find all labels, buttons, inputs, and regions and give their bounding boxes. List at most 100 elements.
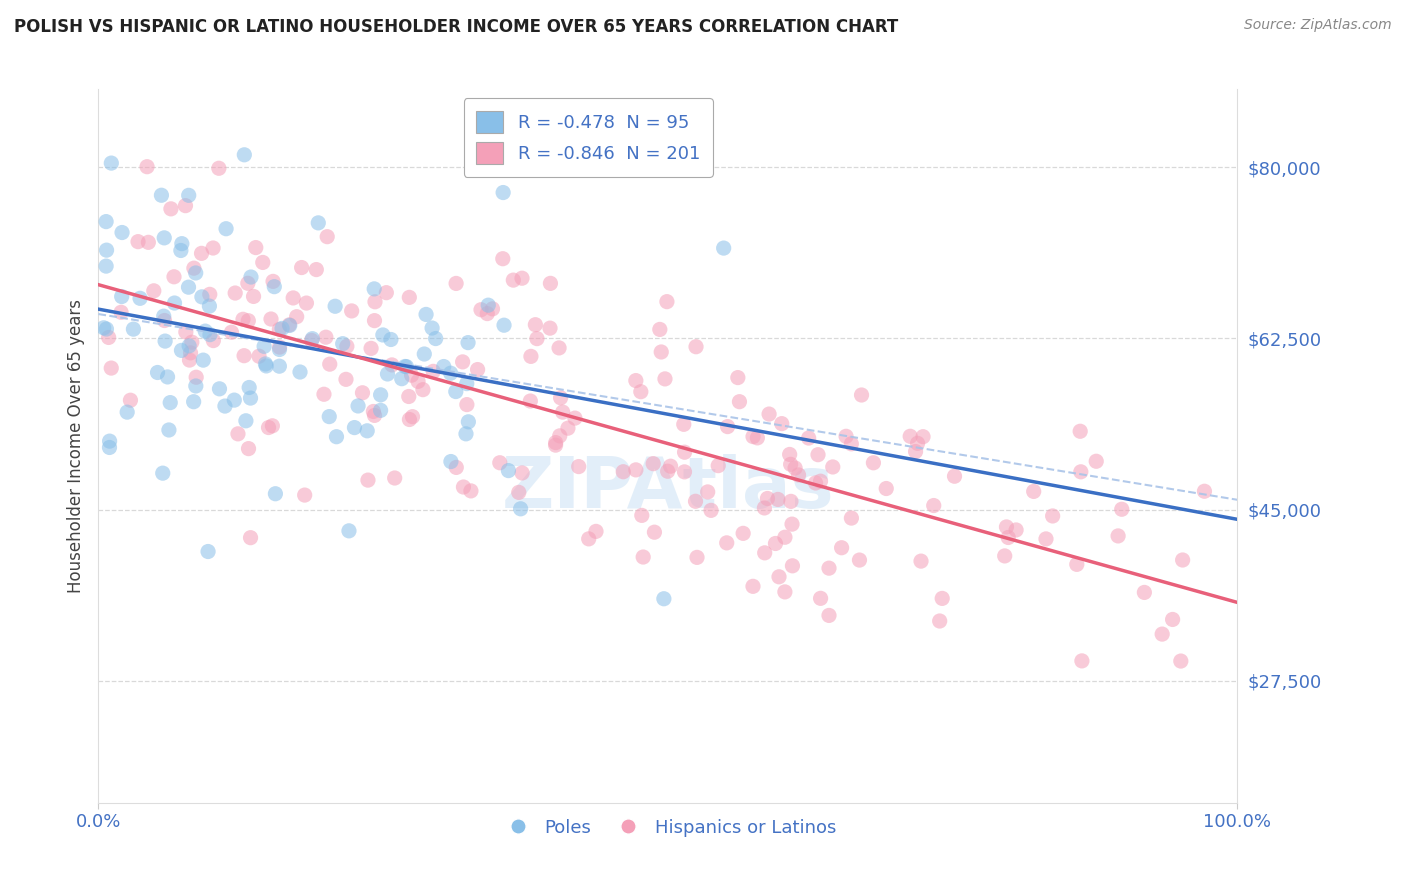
Point	[236, 277, 259, 291]
Point	[630, 508, 652, 523]
Point	[612, 465, 634, 479]
Point	[301, 334, 323, 348]
Point	[818, 608, 841, 623]
Point	[765, 536, 787, 550]
Point	[323, 299, 346, 313]
Point	[136, 160, 159, 174]
Point	[186, 370, 208, 384]
Point	[264, 487, 287, 501]
Point	[1111, 502, 1133, 516]
Point	[451, 355, 474, 369]
Point	[425, 332, 447, 346]
Point	[214, 399, 236, 413]
Point	[401, 368, 423, 383]
Point	[377, 367, 399, 381]
Text: ZIPAtlas: ZIPAtlas	[502, 454, 834, 524]
Point	[307, 216, 329, 230]
Point	[190, 246, 212, 260]
Point	[371, 328, 394, 343]
Point	[343, 420, 366, 434]
Point	[585, 524, 607, 539]
Point	[454, 426, 477, 441]
Point	[202, 334, 225, 348]
Point	[696, 484, 718, 499]
Point	[197, 544, 219, 558]
Point	[111, 226, 134, 240]
Point	[1085, 454, 1108, 468]
Point	[456, 398, 478, 412]
Point	[648, 322, 671, 336]
Point	[898, 429, 921, 443]
Point	[215, 221, 238, 235]
Point	[477, 298, 499, 312]
Point	[179, 339, 201, 353]
Point	[564, 411, 586, 425]
Point	[544, 438, 567, 452]
Point	[269, 359, 291, 374]
Point	[994, 549, 1017, 563]
Point	[412, 383, 434, 397]
Point	[922, 499, 945, 513]
Point	[254, 359, 277, 373]
Point	[247, 349, 270, 363]
Point	[226, 426, 249, 441]
Point	[93, 321, 115, 335]
Point	[262, 418, 284, 433]
Point	[904, 444, 927, 458]
Point	[221, 325, 243, 339]
Text: Source: ZipAtlas.com: Source: ZipAtlas.com	[1244, 18, 1392, 32]
Point	[1171, 553, 1194, 567]
Point	[319, 357, 342, 371]
Point	[1170, 654, 1192, 668]
Point	[96, 322, 118, 336]
Point	[239, 391, 262, 405]
Point	[97, 330, 120, 344]
Point	[787, 467, 810, 482]
Point	[716, 419, 738, 434]
Point	[488, 456, 510, 470]
Point	[301, 332, 323, 346]
Point	[269, 340, 291, 354]
Point	[631, 549, 654, 564]
Point	[686, 550, 709, 565]
Point	[470, 302, 492, 317]
Point	[129, 291, 152, 305]
Point	[332, 336, 354, 351]
Point	[142, 284, 165, 298]
Point	[997, 531, 1019, 545]
Point	[179, 353, 201, 368]
Point	[1035, 532, 1057, 546]
Point	[202, 241, 225, 255]
Point	[508, 485, 530, 500]
Point	[156, 370, 179, 384]
Point	[240, 270, 263, 285]
Point	[360, 342, 382, 356]
Point	[357, 473, 380, 487]
Point	[707, 458, 730, 473]
Point	[1107, 529, 1129, 543]
Point	[122, 322, 145, 336]
Point	[238, 380, 260, 394]
Point	[413, 347, 436, 361]
Point	[831, 541, 853, 555]
Point	[352, 385, 374, 400]
Point	[363, 404, 385, 418]
Point	[440, 366, 463, 380]
Point	[907, 436, 929, 450]
Point	[163, 269, 186, 284]
Point	[1066, 558, 1088, 572]
Point	[150, 188, 173, 202]
Point	[931, 591, 953, 606]
Point	[754, 546, 776, 560]
Point	[96, 243, 118, 257]
Point	[650, 345, 672, 359]
Point	[363, 409, 385, 423]
Point	[285, 310, 308, 324]
Point	[208, 161, 231, 176]
Point	[453, 480, 475, 494]
Point	[807, 448, 830, 462]
Point	[153, 231, 176, 245]
Point	[260, 312, 283, 326]
Point	[257, 420, 280, 434]
Point	[713, 241, 735, 255]
